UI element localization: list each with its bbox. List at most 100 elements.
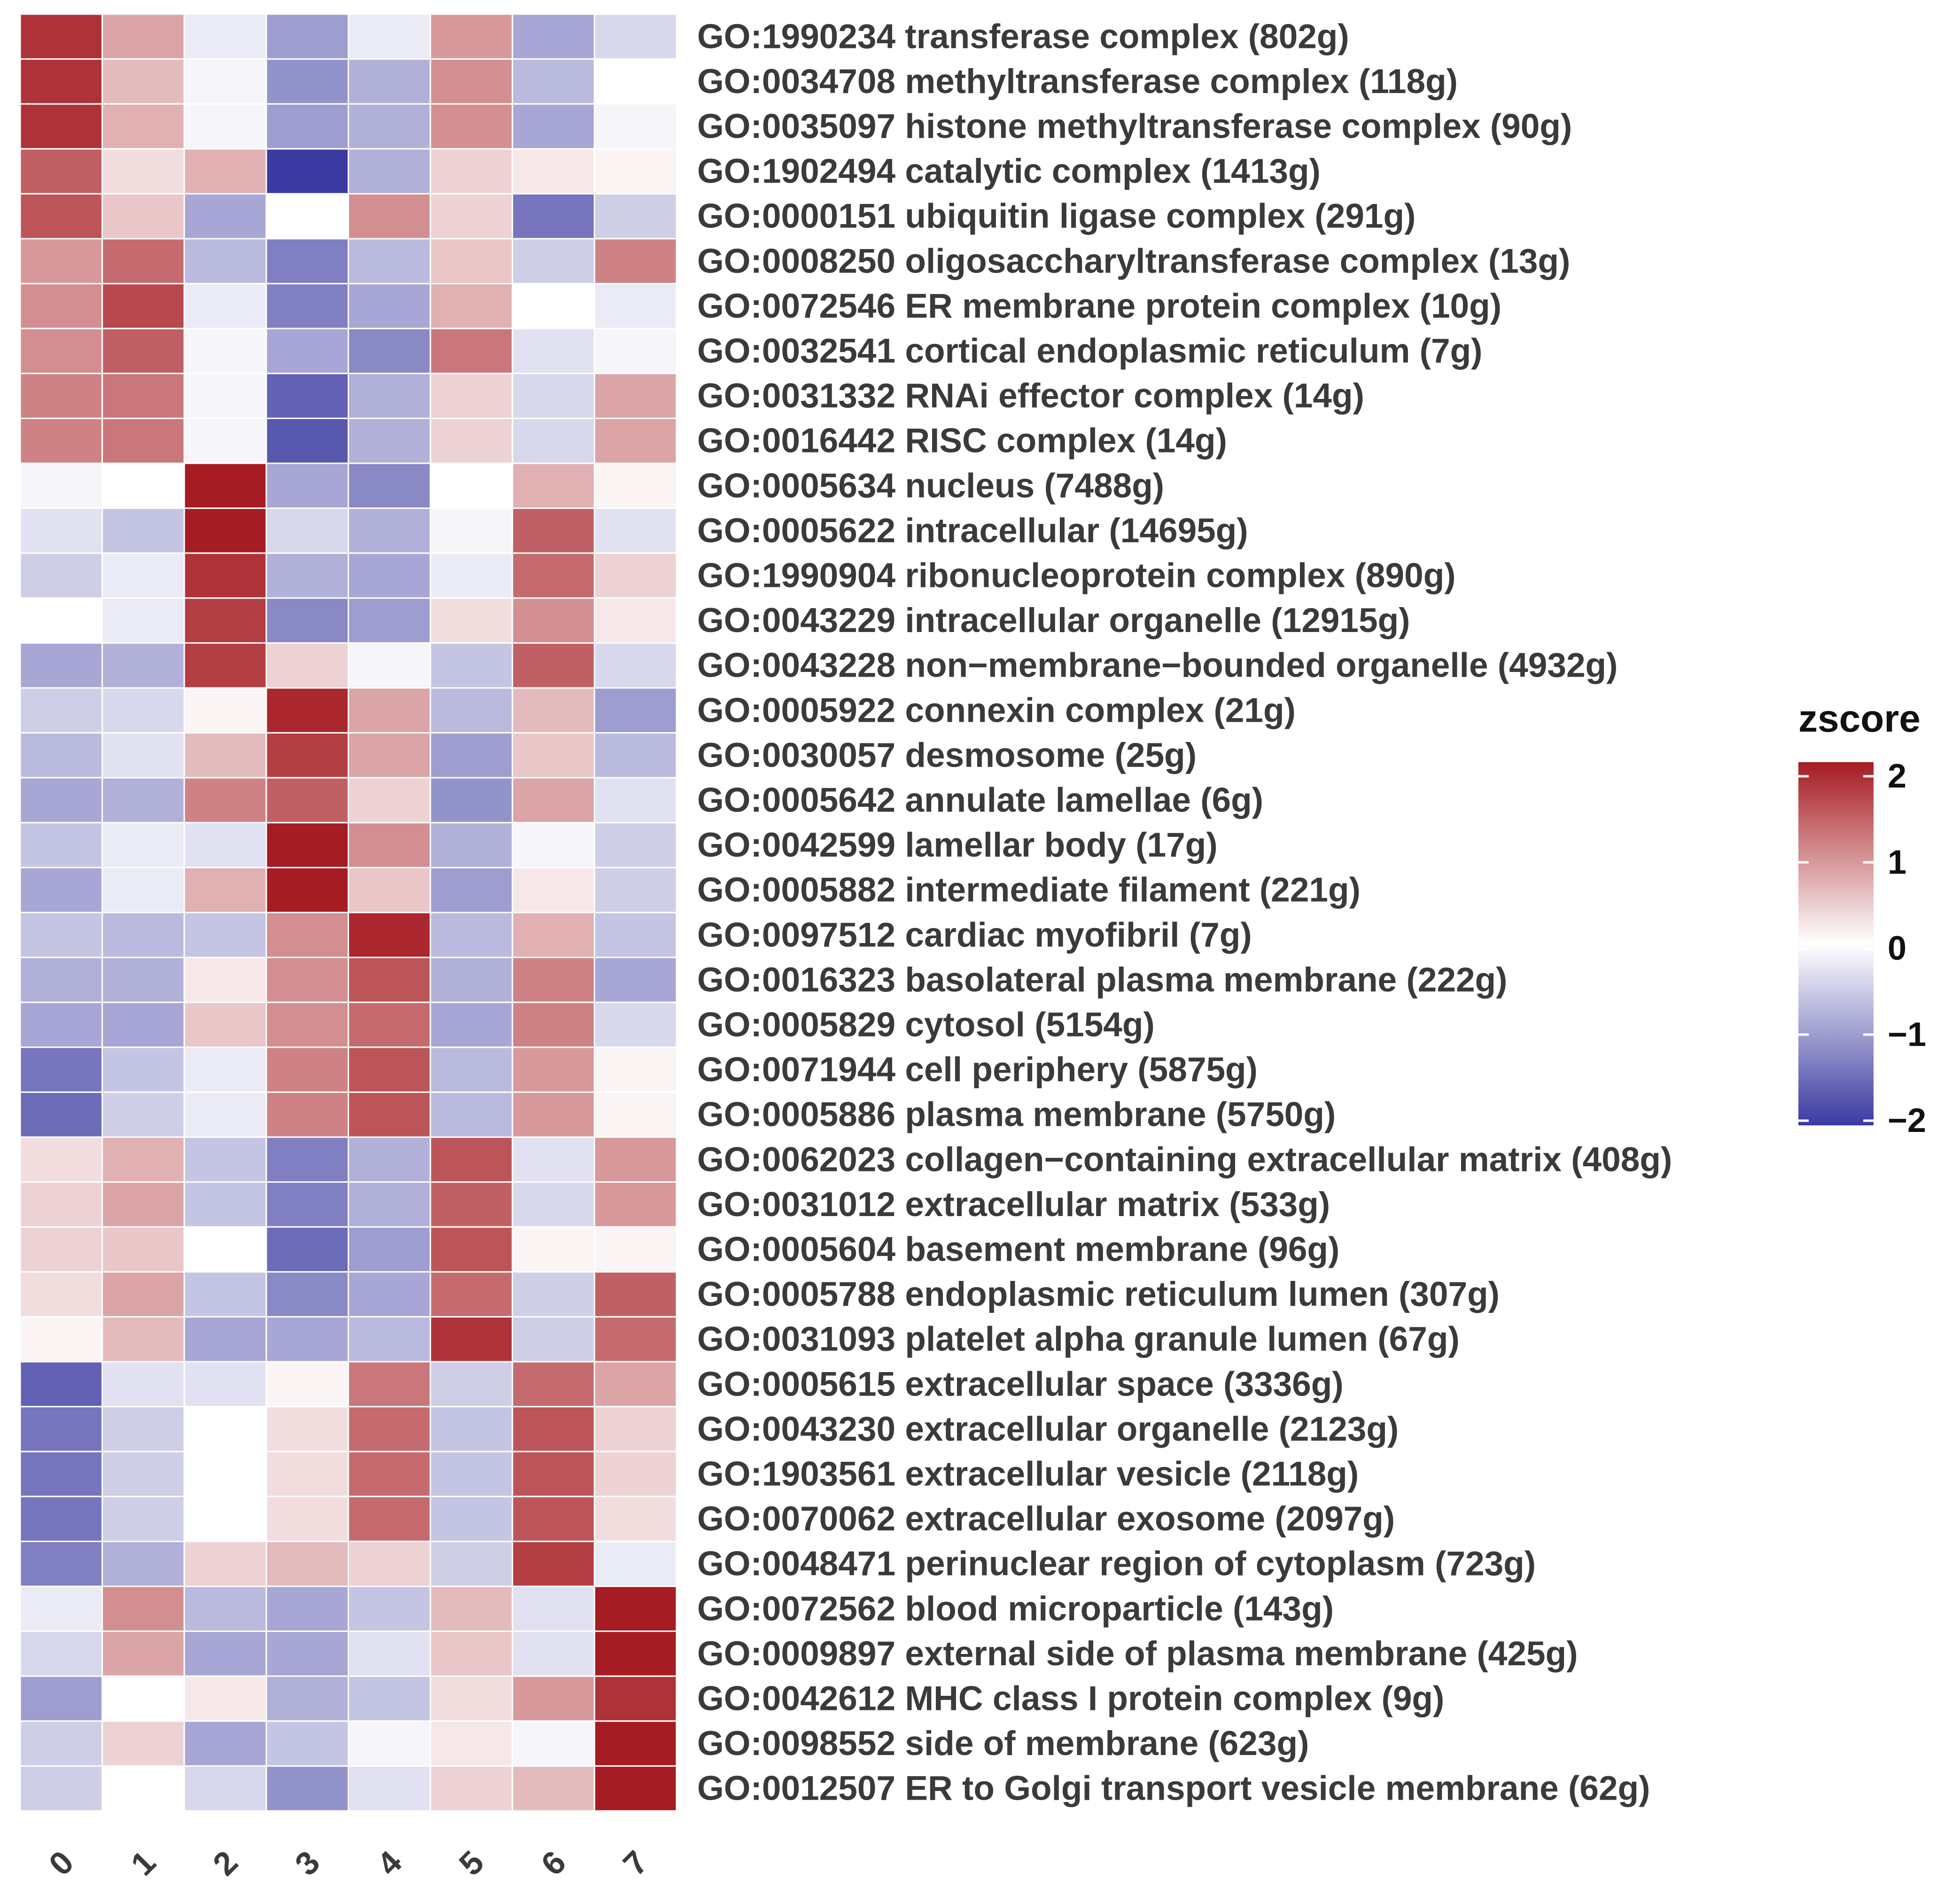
heatmap-cell (101, 687, 185, 734)
heatmap-cell (101, 1720, 185, 1767)
heatmap-cell (183, 1451, 267, 1498)
heatmap-cell (429, 777, 513, 824)
heatmap-cell (265, 417, 349, 464)
heatmap-cell (429, 552, 513, 599)
heatmap-cell (183, 957, 267, 1003)
heatmap-cell (101, 417, 185, 464)
heatmap-cell (19, 103, 103, 150)
heatmap-cell (19, 1046, 103, 1093)
heatmap-cell (429, 1226, 513, 1273)
heatmap-cell (19, 1765, 103, 1812)
heatmap-cell (429, 866, 513, 913)
heatmap-cell (348, 148, 431, 195)
row-label: GO:0005922 connexin complex (21g) (697, 691, 1296, 729)
heatmap-cell (348, 1496, 431, 1542)
heatmap-cell (348, 957, 431, 1003)
heatmap-cell (101, 1406, 185, 1452)
heatmap-cell (265, 687, 349, 734)
heatmap-cell (101, 1046, 185, 1093)
heatmap-cell (265, 1540, 349, 1587)
heatmap-cell (19, 1091, 103, 1138)
heatmap-cell (265, 462, 349, 509)
heatmap-cell (348, 1585, 431, 1632)
heatmap-cell (593, 1675, 677, 1722)
heatmap-cell (101, 1226, 185, 1273)
heatmap-cell (183, 822, 267, 868)
heatmap-cell (512, 417, 595, 464)
heatmap-cell (183, 1316, 267, 1363)
heatmap-cell (348, 1181, 431, 1228)
heatmap-cell (183, 1585, 267, 1632)
heatmap-cell (183, 552, 267, 599)
heatmap-cell (19, 1720, 103, 1767)
row-label: GO:0005634 nucleus (7488g) (697, 467, 1164, 505)
heatmap-cell (101, 552, 185, 599)
heatmap-cell (101, 462, 185, 509)
heatmap-cell (512, 283, 595, 329)
heatmap-cell (593, 822, 677, 868)
row-label: GO:1990904 ribonucleoprotein complex (89… (697, 557, 1456, 595)
row-label: GO:0072562 blood microparticle (143g) (697, 1590, 1334, 1628)
heatmap-cell (348, 103, 431, 150)
heatmap-cell (348, 462, 431, 509)
heatmap-cell (183, 1540, 267, 1587)
heatmap-cell (19, 732, 103, 779)
column-label: 3 (288, 1844, 327, 1883)
heatmap-cell (429, 1001, 513, 1048)
heatmap-cell (512, 1046, 595, 1093)
heatmap-cell (101, 777, 185, 824)
row-label: GO:0009897 external side of plasma membr… (697, 1635, 1578, 1673)
row-label: GO:0005615 extracellular space (3336g) (697, 1365, 1344, 1403)
heatmap-cell (593, 687, 677, 734)
heatmap-cell (429, 642, 513, 689)
heatmap-cell (429, 58, 513, 105)
row-label: GO:0070062 extracellular exosome (2097g) (697, 1500, 1395, 1538)
heatmap-cell (265, 507, 349, 554)
heatmap-cell (512, 148, 595, 195)
heatmap-cell (101, 1496, 185, 1542)
row-label: GO:0043229 intracellular organelle (1291… (697, 601, 1410, 640)
heatmap-cell (101, 13, 185, 60)
heatmap-cell (101, 597, 185, 644)
heatmap-cell (183, 1046, 267, 1093)
heatmap-cell (101, 1765, 185, 1812)
heatmap-cell (429, 1765, 513, 1812)
heatmap-cell (593, 462, 677, 509)
heatmap-cell (265, 193, 349, 240)
heatmap-cell (265, 732, 349, 779)
heatmap-cell (348, 1675, 431, 1722)
heatmap-cell (19, 1496, 103, 1542)
heatmap-cell (183, 1496, 267, 1542)
row-label: GO:0062023 collagen−containing extracell… (697, 1140, 1672, 1178)
heatmap-cell (265, 822, 349, 868)
heatmap-cell (183, 13, 267, 60)
heatmap-cell (429, 1361, 513, 1408)
heatmap-cell (265, 283, 349, 329)
heatmap-cell (265, 1675, 349, 1722)
heatmap-cell (19, 1675, 103, 1722)
heatmap-cell (19, 552, 103, 599)
heatmap-cell (512, 507, 595, 554)
heatmap-cell (593, 148, 677, 195)
row-label: GO:0031093 platelet alpha granule lumen … (697, 1320, 1460, 1358)
heatmap-cell (348, 687, 431, 734)
heatmap-cell (265, 373, 349, 419)
column-labels: 0 1 2 3 4 5 6 7 (42, 1844, 655, 1883)
row-label: GO:0032541 cortical endoplasmic reticulu… (697, 332, 1482, 370)
heatmap-cell (19, 417, 103, 464)
heatmap-cell (348, 1316, 431, 1363)
heatmap-cell (19, 777, 103, 824)
heatmap-cell (183, 1271, 267, 1318)
heatmap-cell (265, 1001, 349, 1048)
heatmap-cell (429, 1136, 513, 1183)
heatmap-cell (512, 1496, 595, 1542)
heatmap-cell (593, 103, 677, 150)
heatmap-cell (512, 462, 595, 509)
row-label: GO:0005886 plasma membrane (5750g) (697, 1096, 1336, 1134)
heatmap-cell (593, 238, 677, 285)
heatmap-cell (183, 777, 267, 824)
heatmap-cell (19, 1451, 103, 1498)
heatmap-cell (19, 597, 103, 644)
heatmap-cell (183, 462, 267, 509)
